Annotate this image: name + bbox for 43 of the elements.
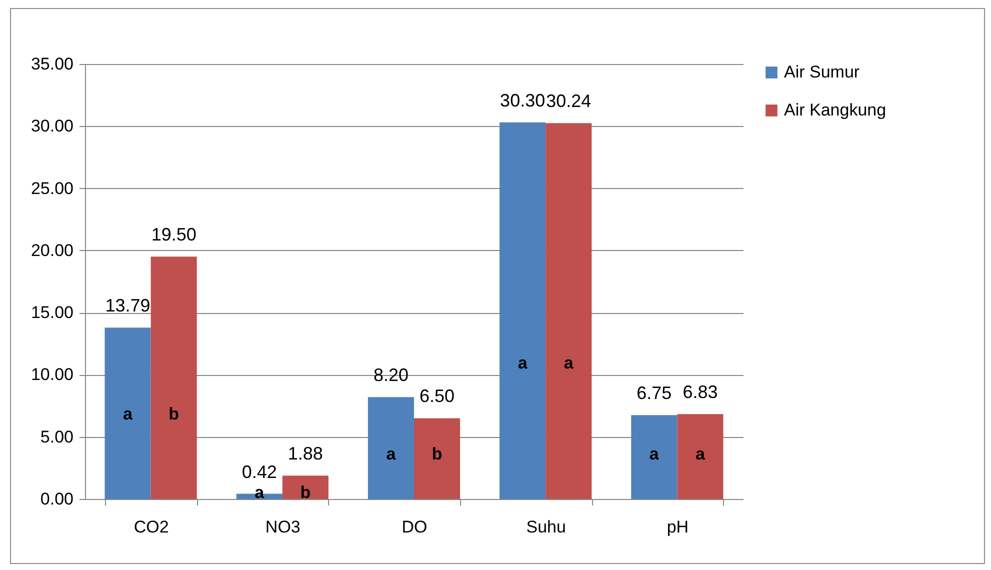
bar: [631, 415, 678, 499]
legend-label: Air Sumur: [784, 62, 860, 82]
annotation: a: [518, 354, 528, 373]
bar: [368, 397, 414, 499]
x-tick-label: pH: [666, 518, 689, 536]
x-tick-label: DO: [402, 518, 428, 536]
annotation: a: [123, 404, 134, 424]
y-tick-label: 5.00: [40, 427, 74, 446]
annotation: b: [168, 404, 180, 424]
data-label: 30.24: [546, 91, 592, 112]
annotation: b: [432, 444, 442, 464]
data-label: 6.83: [682, 382, 718, 402]
x-tick-label: NO3: [265, 518, 300, 536]
bar: [414, 418, 460, 499]
data-label: 13.79: [105, 296, 150, 316]
annotation: b: [300, 482, 311, 502]
annotation: a: [695, 444, 706, 464]
x-tick-label: CO2: [134, 518, 169, 536]
data-label: 0.42: [242, 462, 277, 482]
data-label: 19.50: [151, 224, 196, 245]
y-tick-label: 35.00: [30, 54, 74, 74]
y-tick-label: 20.00: [30, 240, 74, 260]
bar: [150, 256, 197, 499]
annotation: a: [386, 444, 396, 464]
legend-label: Air Kangkung: [784, 100, 886, 120]
annotation: a: [649, 444, 660, 464]
data-label: 8.20: [373, 365, 408, 386]
data-label: 1.88: [288, 444, 323, 464]
bar: [104, 328, 151, 499]
x-tick-label: Suhu: [526, 518, 566, 536]
annotation: a: [564, 354, 574, 373]
bar: [282, 476, 328, 499]
data-label: 6.75: [636, 383, 672, 404]
y-tick-label: 0.00: [40, 490, 74, 508]
bar: [677, 414, 724, 499]
bar: [546, 123, 592, 499]
data-label: 6.50: [420, 386, 455, 406]
data-label: 30.30: [500, 90, 546, 110]
y-tick-label: 15.00: [30, 303, 74, 322]
bar: [500, 122, 546, 499]
y-tick-label: 25.00: [30, 178, 74, 198]
y-tick-label: 10.00: [30, 365, 74, 384]
y-tick-label: 30.00: [30, 116, 74, 136]
